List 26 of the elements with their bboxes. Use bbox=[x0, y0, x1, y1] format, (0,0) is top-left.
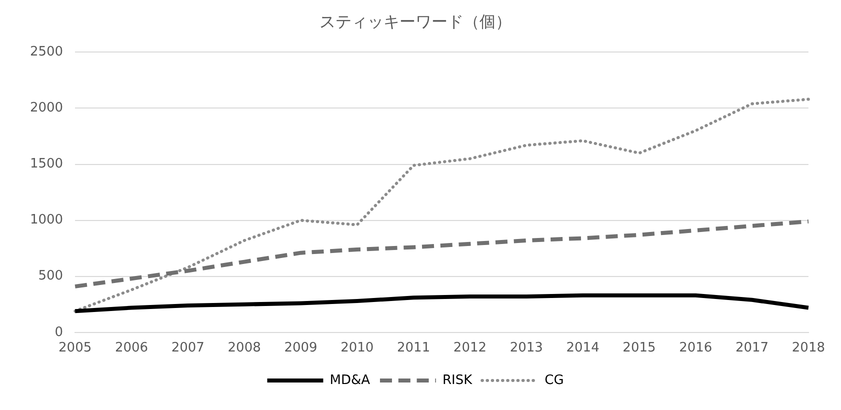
legend-label: CG bbox=[544, 372, 564, 388]
legend-label: MD&A bbox=[330, 372, 370, 388]
x-tick-label: 2006 bbox=[114, 340, 148, 356]
legend-label: RISK bbox=[442, 372, 473, 388]
y-tick-label: 500 bbox=[38, 268, 64, 284]
y-tick-label: 1500 bbox=[30, 156, 64, 172]
y-tick-label: 2000 bbox=[30, 100, 64, 116]
x-tick-label: 2010 bbox=[340, 340, 374, 356]
y-tick-label: 0 bbox=[54, 324, 64, 340]
x-tick-label: 2016 bbox=[679, 340, 712, 356]
x-tick-label: 2012 bbox=[453, 340, 487, 356]
x-tick-label: 2007 bbox=[171, 340, 204, 356]
y-tick-label: 2500 bbox=[30, 44, 64, 60]
x-tick-label: 2014 bbox=[566, 340, 600, 356]
x-tick-label: 2015 bbox=[622, 340, 656, 356]
x-tick-label: 2017 bbox=[736, 340, 769, 356]
x-tick-label: 2011 bbox=[397, 340, 430, 356]
y-tick-label: 1000 bbox=[30, 212, 64, 228]
line-series bbox=[73, 219, 810, 288]
x-tick-label: 2013 bbox=[510, 340, 543, 356]
line-series bbox=[74, 98, 810, 313]
x-tick-label: 2005 bbox=[58, 340, 92, 356]
x-tick-label: 2009 bbox=[284, 340, 318, 356]
chart-title: スティッキーワード（個） bbox=[320, 12, 512, 31]
x-tick-label: 2018 bbox=[792, 340, 826, 356]
x-tick-label: 2008 bbox=[228, 340, 261, 356]
